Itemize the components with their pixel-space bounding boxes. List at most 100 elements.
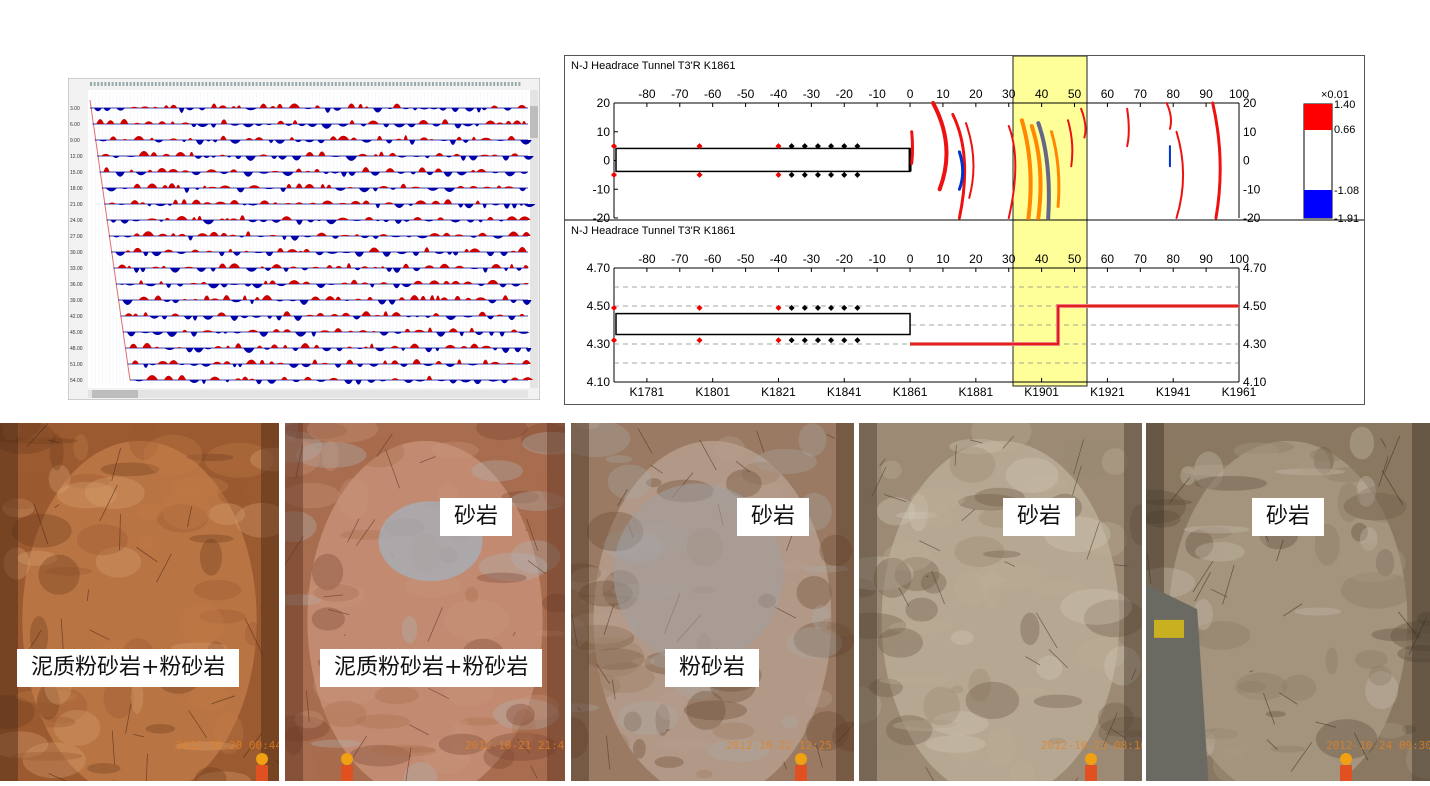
trace-time-label: 9.00 [70,138,80,144]
trace-wiggle [316,380,327,382]
trace-wiggle [330,313,339,316]
rock-texture [1033,694,1083,709]
rock-texture [1194,541,1245,562]
rock-texture [285,594,323,606]
rock-texture [741,461,781,485]
trace-wiggle [288,364,300,368]
horizontal-scrollbar-thumb[interactable] [92,390,138,398]
colorbar-negative [1304,190,1332,218]
trace-wiggle [265,124,273,126]
trace-wiggle [507,316,516,321]
trace-wiggle [510,250,517,252]
trace-header-tick [471,82,474,86]
rock-texture [1309,447,1346,462]
trace-wiggle [144,284,157,287]
rock-texture [6,437,78,445]
rock-texture [54,709,101,746]
trace-wiggle [197,215,202,220]
rock-texture [607,464,652,500]
rock-texture [7,423,60,444]
trace-wiggle [127,265,132,268]
trace-header-tick [136,82,139,86]
vertical-scrollbar-thumb[interactable] [530,106,538,138]
trace-wiggle [305,151,315,156]
rock-crack [931,570,945,605]
trace-wiggle [220,135,227,140]
trace-wiggle [268,140,274,143]
rock-crack [1266,739,1278,750]
rock-label: 砂岩 [1252,498,1325,536]
rock-crack [26,423,49,448]
rock-crack [826,433,836,439]
rock-texture [571,423,631,458]
rock-texture [576,423,600,430]
vertical-scrollbar[interactable] [530,90,538,388]
colorbar-label: -1.91 [1334,213,1359,225]
trace-wiggle [408,204,414,206]
trace-wiggle [464,248,470,252]
trace-wiggle [469,343,479,348]
rock-crack [1025,656,1041,666]
lower-plot-title: N-J Headrace Tunnel T3'R K1861 [571,225,736,237]
trace-wiggle [411,156,422,158]
chainage-label: K1821 [761,385,796,399]
trace-header-tick [144,82,146,86]
rock-crack [350,735,368,761]
rock-texture [686,690,726,730]
trace-wiggle [383,311,389,316]
trace-header-tick [280,82,283,86]
rock-texture [196,771,251,781]
rock-texture [1067,459,1088,476]
trace-wiggle [380,266,385,268]
rock-texture [315,746,341,781]
rock-texture [509,704,532,723]
rock-texture [950,685,964,694]
rock-texture [431,441,479,459]
rock-texture [920,571,947,594]
trace-wiggle [270,344,279,348]
trace-wiggle [382,360,388,364]
trace-wiggle [275,300,284,302]
trace-time-label: 3.00 [70,106,80,112]
rock-texture [1238,680,1266,693]
trace-wiggle [426,172,434,176]
rock-texture [145,724,176,734]
horizontal-scrollbar[interactable] [88,390,528,398]
rock-texture [0,423,41,443]
trace-wiggle [331,236,340,239]
rock-texture [1146,472,1195,482]
rock-face-image [571,423,854,781]
trace-wiggle [424,348,433,353]
rock-texture [1401,725,1416,734]
trace-wiggle [379,282,388,284]
rock-texture [1374,722,1407,739]
upper-y-label-left: 20 [597,96,611,110]
trace-header-tick [262,82,265,86]
trace-wiggle [248,378,256,380]
trace-wiggle [157,233,168,236]
trace-wiggle [453,153,461,156]
trace-time-label: 6.00 [70,122,80,128]
top-axis-label: 90 [1199,87,1213,101]
chainage-label: K1861 [893,385,928,399]
trace-wiggle [501,348,510,353]
trace-wiggle [469,268,480,270]
rock-crack [606,735,611,770]
trace-wiggle [354,268,361,271]
rock-texture [571,567,614,596]
trace-wiggle [276,120,285,124]
rock-texture [34,716,76,728]
trace-wiggle [164,348,176,351]
rock-texture [859,686,882,724]
trace-wiggle [435,348,440,352]
trace-wiggle [350,200,361,204]
trace-wiggle [340,252,352,254]
trace-time-label: 36.00 [70,282,83,288]
trace-wiggle [500,380,509,384]
rock-crack [89,629,110,640]
trace-wiggle [486,316,495,320]
trace-wiggle [121,188,129,190]
rock-texture [1101,448,1128,476]
rock-texture [1097,702,1134,734]
trace-wiggle [476,108,482,113]
